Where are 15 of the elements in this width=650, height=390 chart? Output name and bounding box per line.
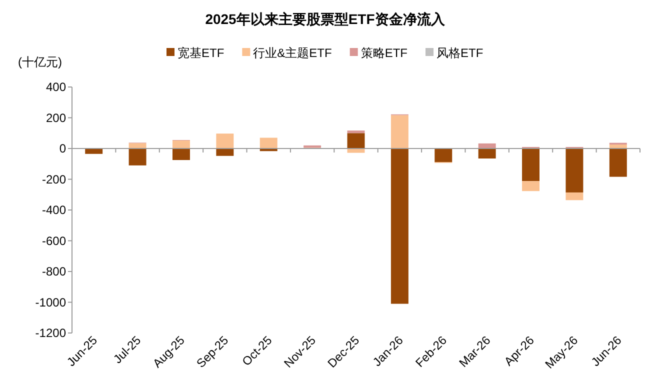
chart-title: 2025年以来主要股票型ETF资金净流入 [205,11,446,27]
y-tick-label: 400 [46,80,66,94]
y-tick-label: -1000 [35,295,66,310]
y-tick-label: 200 [46,110,66,125]
y-tick-label: -400 [42,203,66,217]
legend-label: 风格ETF [436,46,484,60]
y-tick-label: -1200 [35,326,66,340]
y-tick-label: 0 [59,142,66,156]
y-tick-label: -600 [42,234,66,248]
legend-label: 策略ETF [360,46,408,60]
y-axis-title: (十亿元) [18,55,62,69]
y-tick-label: -200 [42,172,66,186]
y-tick-label: -800 [42,264,66,278]
legend-label: 行业&主题ETF [253,46,332,60]
legend-label: 宽基ETF [178,46,224,60]
